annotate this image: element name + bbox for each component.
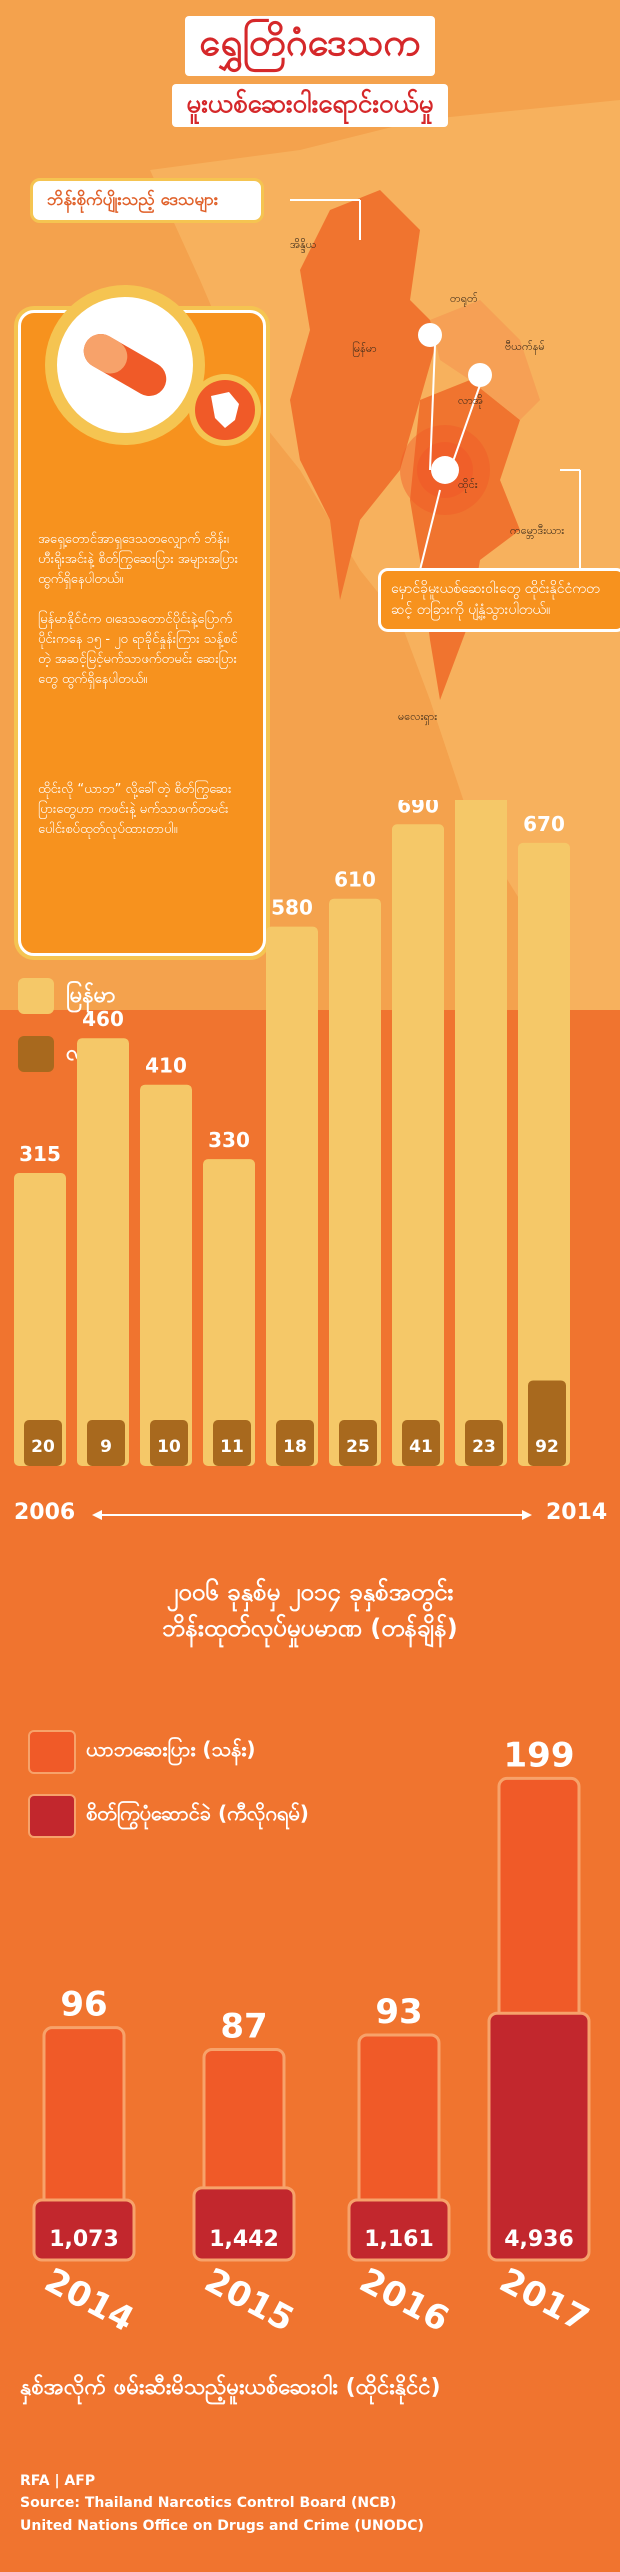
map-label-laos: လာအို bbox=[458, 394, 483, 407]
credits: RFA | AFP Source: Thailand Narcotics Con… bbox=[20, 2470, 424, 2537]
label-laos-2013: 23 bbox=[472, 1437, 496, 1457]
year-range-arrow bbox=[92, 1510, 532, 1520]
bar-laos-2011 bbox=[339, 1420, 377, 1466]
page-title: ရွှေတြိဂံဒေသက bbox=[185, 16, 435, 76]
label-laos-2007: 9 bbox=[100, 1437, 112, 1457]
label-yaba-2017: 199 bbox=[504, 1735, 575, 1775]
label-laos-2008: 10 bbox=[157, 1437, 181, 1457]
footer-note: နှစ်အလိုက် ဖမ်းဆီးမိသည့်မူးယစ်ဆေးဝါး (ထိ… bbox=[20, 2375, 441, 2400]
bar-myanmar-2006 bbox=[14, 1173, 66, 1466]
map-label-india: အိန္ဒိယ bbox=[290, 238, 317, 251]
label-myanmar-2008: 410 bbox=[145, 1054, 187, 1078]
bar-laos-2010 bbox=[276, 1420, 314, 1466]
label-laos-2012: 41 bbox=[409, 1437, 433, 1457]
label-crystal-meth-2014: 1,073 bbox=[49, 2227, 119, 2252]
label-myanmar-2012: 690 bbox=[397, 800, 439, 817]
label-crystal-meth-2016: 1,161 bbox=[364, 2227, 434, 2252]
bar-laos-2009 bbox=[213, 1420, 251, 1466]
bar-laos-2007 bbox=[87, 1420, 125, 1466]
year-range-end: 2014 bbox=[546, 1500, 608, 1525]
myanmar-shape bbox=[290, 190, 440, 600]
bar-myanmar-2007 bbox=[77, 1038, 129, 1466]
map-label-myanmar: မြန်မာ bbox=[352, 342, 377, 355]
label-yaba-2016: 93 bbox=[375, 1992, 422, 2032]
bar-myanmar-2012 bbox=[392, 824, 444, 1466]
info-paragraph-3: ထိုင်းလို “ယာဘ” လို့ခေါ်တဲ့ စိတ်ကြွဆေးပြ… bbox=[38, 782, 232, 838]
label-laos-2006: 20 bbox=[31, 1437, 55, 1457]
chart1-title: ၂၀၀၆ ခုနှစ်မှ ၂၀၁၄ ခုနှစ်အတွင်း ဘိန်းထုတ… bbox=[40, 1574, 580, 1646]
region-map bbox=[0, 0, 620, 1010]
map-label-cambodia: ကမ္ဘောဒီးယား bbox=[510, 524, 565, 537]
bar-myanmar-2009 bbox=[203, 1159, 255, 1466]
label-myanmar-2010: 580 bbox=[271, 896, 313, 920]
seizures-chart: 96 1,073 2014 87 1,442 2015 93 1,161 2016 199 4,93… bbox=[32, 1735, 595, 2340]
bar-myanmar-2013 bbox=[455, 800, 507, 1466]
label-myanmar-2006: 315 bbox=[19, 1142, 61, 1166]
bar-myanmar-2014 bbox=[518, 842, 570, 1466]
bar-laos-2012 bbox=[402, 1420, 440, 1466]
label-laos-2011: 25 bbox=[346, 1437, 370, 1457]
bar-crystal-meth-2014 bbox=[32, 2198, 136, 2262]
pill-icon bbox=[45, 285, 205, 445]
legend-swatch-laos bbox=[18, 1036, 54, 1072]
map-label-china: တရုတ် bbox=[450, 292, 478, 305]
bar-crystal-meth-2017 bbox=[487, 2011, 591, 2262]
label-myanmar-2009: 330 bbox=[208, 1128, 250, 1152]
laos-shape bbox=[430, 300, 540, 420]
year-label-2016: 2016 bbox=[353, 2260, 455, 2340]
label-yaba-2014: 96 bbox=[60, 1985, 107, 2025]
info-paragraph-1: အရှေ့တောင်အာရှဒေသတလျှောက် ဘိန်း၊ ဟီးရိုး… bbox=[38, 532, 239, 588]
year-label-2017: 2017 bbox=[493, 2260, 595, 2340]
legend-label-yaba: ယာဘဆေးပြား (သန်း) bbox=[86, 1737, 256, 1761]
credit-agencies: RFA | AFP bbox=[20, 2473, 96, 2489]
bar-laos-2013 bbox=[465, 1420, 503, 1466]
legend-swatch-crystal-meth bbox=[28, 1794, 76, 1838]
label-myanmar-2011: 610 bbox=[334, 868, 376, 892]
credit-source-ncb: Source: Thailand Narcotics Control Board… bbox=[20, 2495, 397, 2512]
chart1-title-line1: ၂၀၀၆ ခုနှစ်မှ ၂၀၁၄ ခုနှစ်အတွင်း bbox=[166, 1578, 454, 1606]
legend-label-crystal-meth: စိတ်ကြွပုံဆောင်ခဲ (ကီလိုဂရမ်) bbox=[86, 1801, 309, 1825]
bar-myanmar-2010 bbox=[266, 926, 318, 1466]
year-label-2014: 2014 bbox=[38, 2260, 140, 2340]
label-yaba-2015: 87 bbox=[220, 2006, 267, 2046]
label-crystal-meth-2015: 1,442 bbox=[209, 2227, 279, 2252]
bar-myanmar-2011 bbox=[329, 898, 381, 1466]
map-label-thailand: ထိုင်း bbox=[458, 478, 478, 491]
map-label-malaysia: မလေးရှား bbox=[398, 710, 437, 723]
label-crystal-meth-2017: 4,936 bbox=[504, 2227, 574, 2252]
legend-label-myanmar: မြန်မာ bbox=[66, 983, 116, 1008]
region-label: ဘိန်းစိုက်ပျိုးသည့် ဒေသများ bbox=[30, 178, 264, 223]
bar-laos-2006 bbox=[24, 1420, 62, 1466]
opium-production-chart: 3152046094101033011580186102569041870236… bbox=[14, 800, 570, 1466]
label-myanmar-2007: 460 bbox=[82, 1007, 124, 1031]
page-subtitle: မူးယစ်ဆေးဝါးရောင်းဝယ်မှု bbox=[172, 84, 448, 127]
label-laos-2010: 18 bbox=[283, 1437, 307, 1457]
credit-source-unodc: United Nations Office on Drugs and Crime… bbox=[20, 2517, 424, 2534]
legend-swatch-myanmar bbox=[18, 978, 54, 1014]
bar-laos-2014 bbox=[528, 1380, 566, 1466]
year-label-2015: 2015 bbox=[198, 2260, 300, 2340]
header: ရွှေတြိဂံဒေသက မူးယစ်ဆေးဝါးရောင်းဝယ်မှု bbox=[100, 16, 520, 127]
info-paragraph-2: မြန်မာနိုင်ငံက ဝ၊ဒေသတောင်ပိုင်းနဲ့ပြောက်… bbox=[38, 612, 238, 688]
label-laos-2014: 92 bbox=[535, 1437, 559, 1457]
label-myanmar-2014: 670 bbox=[523, 812, 565, 836]
label-laos-2009: 11 bbox=[220, 1437, 244, 1457]
year-range-start: 2006 bbox=[14, 1500, 76, 1525]
golden-triangle-icon bbox=[189, 374, 261, 446]
bar-crystal-meth-2015 bbox=[192, 2186, 296, 2262]
chart1-title-line2: ဘိန်းထုတ်လုပ်မှုပမာဏ (တန်ချိန်) bbox=[162, 1614, 458, 1642]
map-label-vietnam: ဗီယက်နမ် bbox=[505, 340, 545, 353]
laos-note: မှောင်ခိုမူးယစ်ဆေးဝါးတွေ ထိုင်းနိုင်ငံကတ… bbox=[378, 568, 620, 632]
bar-laos-2008 bbox=[150, 1420, 188, 1466]
bar-crystal-meth-2016 bbox=[347, 2198, 451, 2262]
legend-swatch-yaba bbox=[28, 1730, 76, 1774]
bar-myanmar-2008 bbox=[140, 1084, 192, 1466]
